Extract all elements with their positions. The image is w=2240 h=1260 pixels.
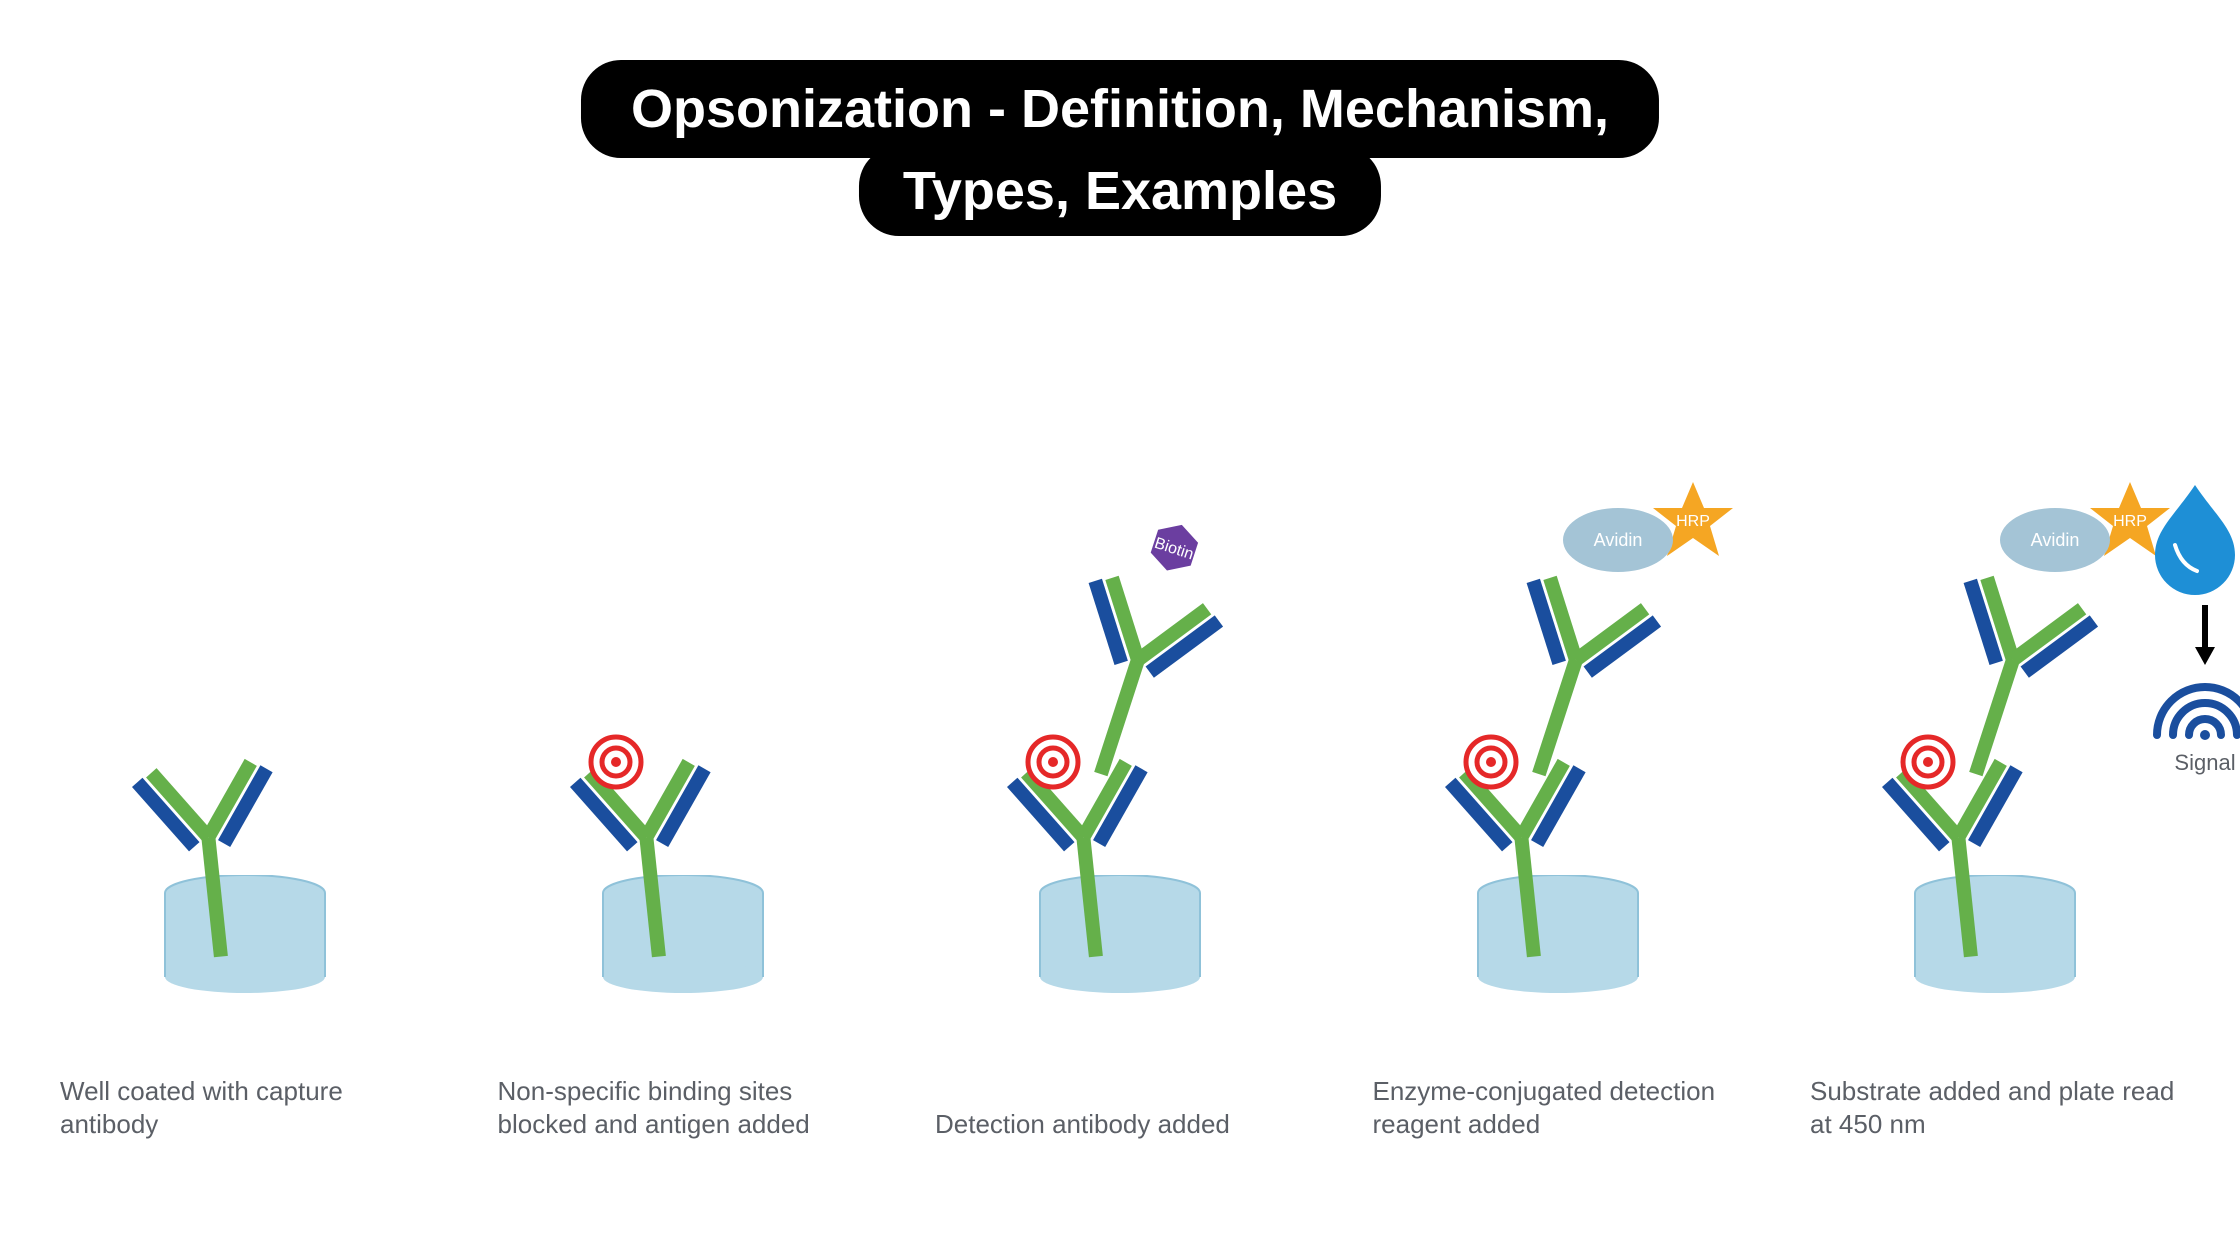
avidin-hrp: HRP Avidin xyxy=(1563,480,1743,595)
avidin-hrp-icon: HRP Avidin xyxy=(1563,480,1743,590)
target-icon xyxy=(588,734,644,790)
stages-row: Well coated with capture antibody Non-sp… xyxy=(50,280,2190,1140)
stage-5: Biotin HRP Avidin Substrate xyxy=(1800,280,2190,1140)
title-line-1: Opsonization - Definition, Mechanism, xyxy=(581,60,1659,158)
substrate-signal: Substrate Signal xyxy=(2145,475,2240,780)
stage-caption: Substrate added and plate read at 450 nm xyxy=(1810,1075,2180,1140)
stage-2: Non-specific binding sites blocked and a… xyxy=(488,280,878,1140)
title-block: Opsonization - Definition, Mechanism, Ty… xyxy=(581,60,1659,236)
svg-text:Signal: Signal xyxy=(2174,750,2235,775)
stage-1: Well coated with capture antibody xyxy=(50,280,440,1140)
stage-caption: Non-specific binding sites blocked and a… xyxy=(498,1075,868,1140)
stage-caption: Well coated with capture antibody xyxy=(60,1075,430,1140)
detection-antibody: Biotin xyxy=(1027,543,1274,832)
svg-text:Avidin: Avidin xyxy=(1593,530,1642,550)
capture-antibody xyxy=(128,726,333,988)
svg-text:Avidin: Avidin xyxy=(2031,530,2080,550)
antibody-icon xyxy=(128,726,332,984)
stage-3: Biotin Detection antibody added xyxy=(925,280,1315,1140)
title-line-2: Types, Examples xyxy=(859,146,1381,236)
svg-text:HRP: HRP xyxy=(2113,513,2147,530)
antibody-icon: Biotin xyxy=(1028,543,1273,827)
antigen-target xyxy=(588,734,644,795)
stage-4: Biotin HRP Avidin Enzyme-conjugated dete… xyxy=(1363,280,1753,1140)
svg-text:HRP: HRP xyxy=(1676,513,1710,530)
stage-caption: Enzyme-conjugated detection reagent adde… xyxy=(1373,1075,1743,1140)
stage-caption: Detection antibody added xyxy=(935,1108,1305,1141)
substrate-signal-icon: Substrate Signal xyxy=(2145,475,2240,775)
